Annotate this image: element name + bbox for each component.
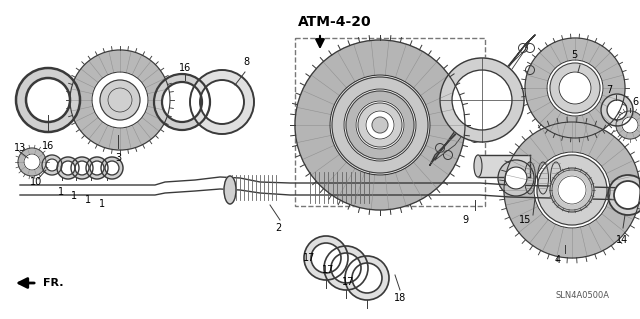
Circle shape — [346, 91, 414, 159]
Text: 1: 1 — [71, 191, 77, 201]
Circle shape — [86, 157, 108, 179]
Circle shape — [324, 246, 368, 290]
Circle shape — [614, 181, 640, 209]
Text: 18: 18 — [394, 293, 406, 303]
Circle shape — [16, 68, 80, 132]
Circle shape — [547, 60, 603, 116]
Ellipse shape — [550, 162, 561, 194]
Text: SLN4A0500A: SLN4A0500A — [555, 291, 609, 300]
Text: 17: 17 — [342, 277, 354, 287]
Circle shape — [601, 94, 633, 126]
Circle shape — [101, 157, 123, 179]
Circle shape — [57, 157, 79, 179]
Circle shape — [344, 89, 416, 161]
Circle shape — [356, 101, 404, 149]
Circle shape — [608, 175, 640, 215]
Text: 5: 5 — [571, 50, 577, 60]
Circle shape — [162, 82, 202, 122]
Circle shape — [372, 117, 388, 133]
Text: 2: 2 — [275, 223, 281, 233]
Circle shape — [622, 117, 638, 133]
Circle shape — [550, 63, 600, 113]
Circle shape — [534, 152, 610, 228]
Circle shape — [550, 168, 594, 212]
Circle shape — [559, 72, 591, 104]
Circle shape — [200, 80, 244, 124]
Text: 1: 1 — [85, 195, 91, 205]
Circle shape — [358, 103, 402, 147]
Circle shape — [70, 50, 170, 150]
Circle shape — [154, 74, 210, 130]
Circle shape — [71, 157, 93, 179]
Bar — [478, 155, 530, 177]
Circle shape — [190, 70, 254, 134]
Text: 9: 9 — [462, 215, 468, 225]
Circle shape — [332, 77, 428, 173]
Circle shape — [607, 100, 627, 120]
Circle shape — [537, 155, 607, 225]
Text: 17: 17 — [322, 265, 334, 275]
Circle shape — [498, 160, 534, 196]
Text: 8: 8 — [243, 57, 249, 67]
Circle shape — [92, 72, 148, 128]
Circle shape — [100, 80, 140, 120]
Text: FR.: FR. — [43, 278, 63, 288]
Circle shape — [46, 159, 58, 171]
Text: 17: 17 — [303, 253, 315, 263]
Text: 7: 7 — [606, 85, 612, 95]
Circle shape — [505, 167, 527, 189]
Circle shape — [525, 38, 625, 138]
Circle shape — [90, 161, 104, 175]
Circle shape — [311, 243, 341, 273]
Circle shape — [345, 256, 389, 300]
Text: 16: 16 — [42, 141, 54, 151]
Circle shape — [616, 111, 640, 139]
Circle shape — [304, 236, 348, 280]
Ellipse shape — [538, 162, 548, 194]
Circle shape — [24, 154, 40, 170]
Text: 13: 13 — [14, 143, 26, 153]
Text: 4: 4 — [555, 255, 561, 265]
Circle shape — [552, 170, 592, 210]
Text: 14: 14 — [616, 235, 628, 245]
Circle shape — [18, 148, 46, 176]
Ellipse shape — [224, 176, 236, 204]
Circle shape — [440, 58, 524, 142]
Text: 6: 6 — [632, 97, 638, 107]
Circle shape — [366, 111, 394, 139]
Text: 1: 1 — [99, 199, 105, 209]
Text: 3: 3 — [115, 153, 121, 163]
Ellipse shape — [525, 162, 536, 194]
Text: 15: 15 — [519, 215, 531, 225]
Circle shape — [330, 75, 430, 175]
Text: 10: 10 — [30, 177, 42, 187]
Circle shape — [105, 161, 119, 175]
Circle shape — [452, 70, 512, 130]
Bar — [295, 38, 485, 206]
Circle shape — [26, 78, 70, 122]
Circle shape — [295, 40, 465, 210]
Circle shape — [504, 122, 640, 258]
Text: 16: 16 — [179, 63, 191, 73]
Ellipse shape — [474, 155, 482, 177]
Circle shape — [558, 176, 586, 204]
Circle shape — [61, 161, 75, 175]
Circle shape — [42, 155, 62, 175]
Circle shape — [75, 161, 89, 175]
Circle shape — [352, 263, 382, 293]
Circle shape — [331, 253, 361, 283]
Text: 1: 1 — [58, 187, 64, 197]
Text: ATM-4-20: ATM-4-20 — [298, 15, 372, 29]
